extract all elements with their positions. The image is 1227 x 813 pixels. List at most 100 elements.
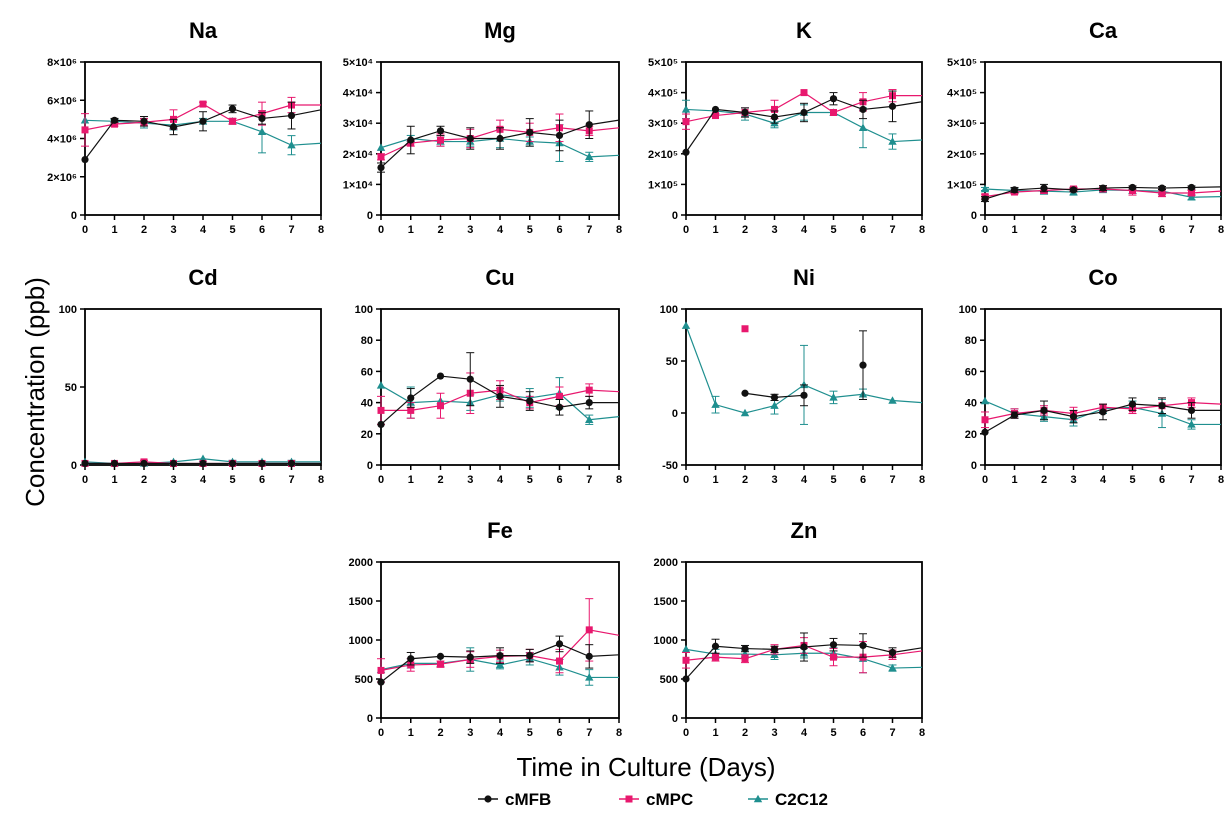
x-tick-label: 7	[586, 224, 592, 236]
y-tick-label: 0	[672, 408, 678, 420]
x-tick-label: 0	[82, 474, 88, 486]
x-tick-label: 3	[170, 224, 176, 236]
y-tick-label: 3×10⁵	[947, 118, 977, 130]
x-tick-label: 5	[229, 224, 235, 236]
y-tick-label: 50	[65, 382, 77, 394]
data-point	[1187, 192, 1196, 201]
y-tick-label: 100	[355, 304, 373, 316]
data-point	[800, 391, 808, 399]
data-point	[466, 134, 474, 143]
x-tick-label: 0	[683, 474, 689, 486]
x-tick-label: 0	[378, 474, 384, 486]
series-cmfb	[682, 90, 923, 156]
data-point	[110, 459, 119, 468]
data-point	[770, 113, 779, 121]
x-tick-label: 5	[830, 727, 836, 739]
y-tick-label: 2000	[654, 557, 678, 569]
data-point	[436, 652, 445, 660]
x-tick-label: 7	[586, 727, 592, 739]
data-point	[228, 459, 237, 468]
data-point	[585, 652, 593, 660]
x-tick-label: 6	[860, 224, 866, 236]
x-tick-label: 1	[111, 474, 117, 486]
y-tick-label: 3×10⁵	[648, 118, 678, 130]
y-tick-label: 1500	[654, 596, 678, 608]
series-cmpc	[377, 598, 620, 683]
y-tick-label: 2×10⁶	[47, 172, 77, 184]
y-tick-label: 50	[666, 356, 678, 368]
y-tick-label: 4×10⁴	[343, 88, 373, 100]
x-tick-label: 5	[527, 224, 533, 236]
x-tick-label: 8	[1218, 224, 1224, 236]
data-point	[140, 117, 148, 125]
x-tick-label: 7	[1188, 224, 1194, 236]
data-point	[199, 459, 207, 468]
data-point	[555, 131, 564, 140]
x-tick-label: 1	[712, 474, 718, 486]
x-tick-label: 3	[467, 727, 473, 739]
y-tick-label: 3×10⁴	[343, 118, 373, 130]
y-tick-label: 20	[361, 429, 373, 441]
x-tick-label: 2	[141, 474, 147, 486]
data-point	[888, 102, 897, 110]
data-point	[1040, 406, 1048, 414]
data-point	[585, 152, 594, 161]
plot-frame	[84, 308, 322, 466]
data-point	[555, 403, 564, 411]
x-tick-label: 2	[437, 474, 443, 486]
chart-panel-cd: Cd 0 50 100 0 1 2 3 4 5 6 7 8	[59, 265, 324, 486]
data-point	[436, 372, 445, 380]
data-point	[980, 184, 990, 193]
data-point	[407, 406, 415, 414]
chart-panel-na: Na 0 2×10⁶ 4×10⁶ 6×10⁶ 8×10⁶ 0 1 2 3 4 5 6 7 8	[47, 18, 324, 236]
x-tick-label: 1	[408, 727, 414, 739]
data-point	[436, 127, 445, 135]
data-point	[496, 134, 504, 143]
data-point	[980, 396, 990, 405]
x-tick-label: 1	[408, 224, 414, 236]
series-cmfb	[377, 635, 620, 686]
series-c2c12	[681, 321, 923, 425]
x-tick-label: 8	[616, 224, 622, 236]
chart-panel-mg: Mg 0 1×10⁴ 2×10⁴ 3×10⁴ 4×10⁴ 5×10⁴ 0 1 2 3 4 5 6 7 8	[343, 18, 622, 236]
x-tick-label: 2	[1041, 224, 1047, 236]
x-tick-label: 3	[170, 474, 176, 486]
legend-item-c2c12: C2C12	[748, 790, 828, 809]
x-tick-label: 5	[527, 727, 533, 739]
data-point	[111, 120, 118, 128]
y-tick-label: 5×10⁴	[343, 57, 373, 69]
data-point	[681, 645, 691, 653]
data-point	[1128, 183, 1137, 192]
x-tick-label: 6	[1159, 474, 1165, 486]
data-point	[858, 123, 868, 131]
data-point	[258, 459, 266, 468]
x-tick-label: 8	[318, 474, 324, 486]
data-point	[682, 118, 690, 126]
data-point	[859, 105, 867, 114]
x-tick-label: 7	[288, 474, 294, 486]
data-point	[287, 140, 296, 149]
data-point	[437, 660, 444, 668]
chart-title: Fe	[487, 518, 513, 543]
data-point	[377, 153, 385, 161]
y-tick-label: 1×10⁵	[648, 179, 678, 191]
x-tick-label: 7	[889, 224, 895, 236]
y-tick-label: 4×10⁵	[648, 88, 678, 100]
data-point	[711, 642, 720, 650]
x-tick-label: 3	[467, 224, 473, 236]
data-point	[287, 111, 296, 120]
data-point	[829, 95, 838, 103]
series-cmfb	[377, 110, 620, 173]
data-point	[829, 393, 838, 401]
data-point	[585, 121, 593, 129]
data-point	[740, 408, 750, 417]
x-tick-label: 5	[1129, 474, 1135, 486]
x-tick-label: 1	[1011, 474, 1017, 486]
chart-title: Zn	[791, 518, 818, 543]
series-cmpc	[741, 325, 749, 333]
chart-panel-fe: Fe 0 500 1000 1500 2000 0 1 2 3 4 5 6 7 8	[349, 518, 623, 739]
x-tick-label: 2	[742, 727, 748, 739]
data-point	[407, 394, 415, 402]
chart-panel-ca: Ca 0 1×10⁵ 2×10⁵ 3×10⁵ 4×10⁵ 5×10⁵ 0 1 2 3 4 5 6 7 8	[947, 18, 1224, 236]
y-tick-label: 2000	[349, 557, 373, 569]
